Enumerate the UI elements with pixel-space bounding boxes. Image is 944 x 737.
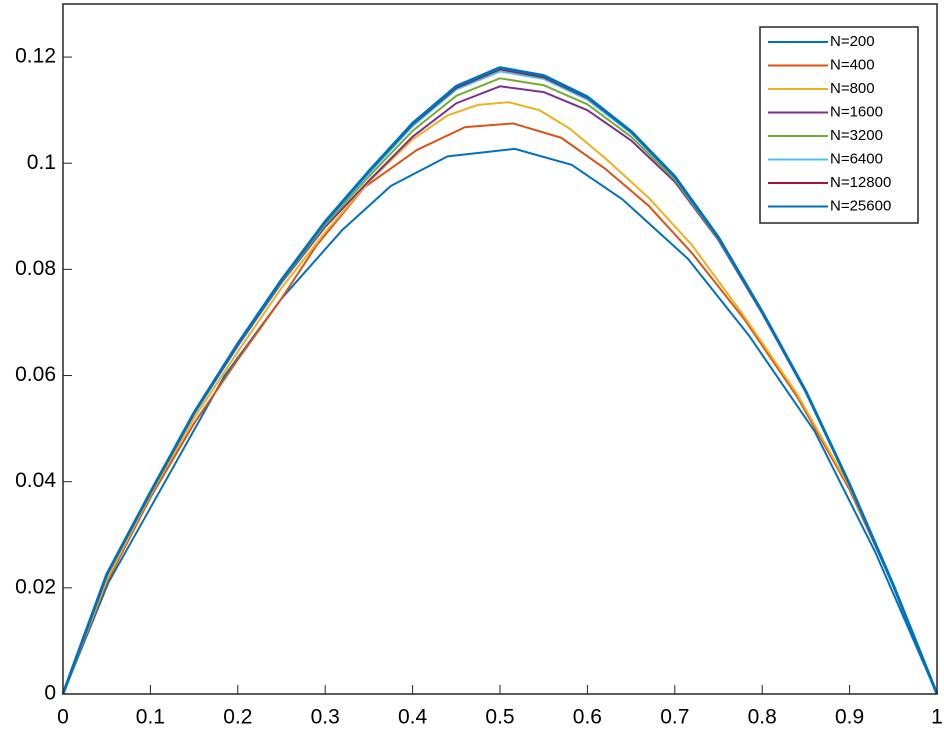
x-tick-label: 0.8 xyxy=(748,706,777,729)
plot-frame xyxy=(62,3,938,695)
legend-label: N=400 xyxy=(830,56,875,73)
x-tick-label: 0.4 xyxy=(398,706,428,729)
legend-label: N=25600 xyxy=(830,197,891,214)
series-line xyxy=(62,122,938,695)
y-tick-label: 0 xyxy=(44,682,56,705)
y-tick-label: 0.04 xyxy=(15,469,56,492)
x-tick-label: 0.5 xyxy=(485,706,514,729)
legend-box xyxy=(759,26,919,224)
series-line xyxy=(62,101,938,695)
legend: N=200 N=400 N=800 N=1600 N=3200 N=6400 N=12800… xyxy=(759,26,919,224)
legend-label: N=3200 xyxy=(830,127,883,144)
x-tick-label: 0.6 xyxy=(573,706,602,729)
x-tick-label: 0.3 xyxy=(311,706,340,729)
y-tick-label: 0.12 xyxy=(15,45,56,68)
series-line xyxy=(61,66,939,695)
x-tick-label: 0.9 xyxy=(835,706,864,729)
x-tick-label: 0 xyxy=(57,706,69,729)
legend-label: N=6400 xyxy=(830,150,883,167)
legend-label: N=12800 xyxy=(830,174,891,191)
y-tick-label: 0.08 xyxy=(15,257,56,280)
y-tick-label: 0.06 xyxy=(15,363,56,386)
legend-label: N=200 xyxy=(830,33,875,50)
y-tick-label: 0.02 xyxy=(15,575,56,598)
x-tick-label: 0.7 xyxy=(660,706,689,729)
series-line xyxy=(62,147,938,695)
y-tick-label: 0.1 xyxy=(27,151,56,174)
x-tick-label: 0.2 xyxy=(223,706,252,729)
legend-label: N=1600 xyxy=(830,103,883,120)
x-tick-label: 1 xyxy=(931,706,943,729)
legend-label: N=800 xyxy=(830,80,875,97)
x-tick-label: 0.1 xyxy=(136,706,165,729)
